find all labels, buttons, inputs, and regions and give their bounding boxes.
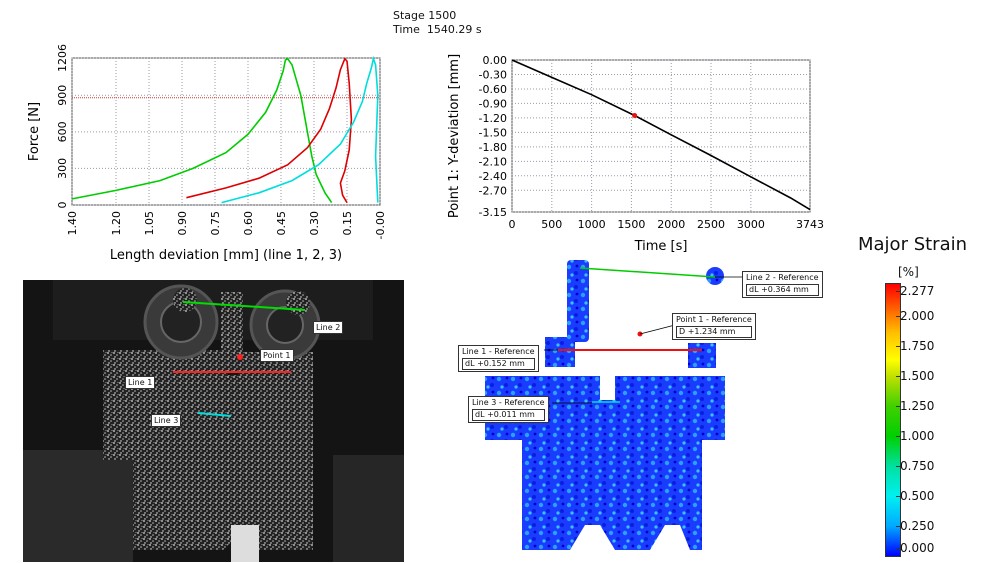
- series-line: [511, 59, 811, 211]
- line3-overlay: [197, 412, 232, 417]
- photo-label-line3: Line 3: [151, 414, 182, 427]
- x-tick-label: 0.30: [308, 211, 321, 236]
- y-tick-label: -1.20: [479, 112, 507, 125]
- strain-tag-line3-value: dL +0.011 mm: [472, 409, 545, 421]
- camera-image: [23, 280, 404, 562]
- strain-tag-point1-title: Point 1 - Reference: [676, 315, 752, 324]
- legend-tick: 1.250: [895, 399, 935, 413]
- y-tick-label: -0.90: [479, 97, 507, 110]
- y-tick-label: -2.70: [479, 184, 507, 197]
- y-deviation-chart: 0 500 1000 1500 2000 2500 3000 3743 0.00-0.30 -0.…: [447, 54, 824, 254]
- x-tick-label: 1.20: [110, 211, 123, 236]
- legend-tick: 0.000: [895, 541, 935, 555]
- series-line: [186, 57, 353, 204]
- x-tick-label: 0.45: [275, 211, 288, 236]
- y-tick-label: -3.15: [479, 206, 507, 219]
- legend-tick: 0.750: [895, 459, 935, 473]
- specimen: [103, 350, 313, 550]
- plot-area: [511, 59, 811, 213]
- y-tick-label: 0.00: [483, 54, 508, 67]
- y-tick-label: 0: [56, 202, 69, 209]
- x-tick-label: 0.75: [209, 211, 222, 236]
- photo-label-line2: Line 2: [313, 321, 344, 334]
- x-tick-label: 2500: [697, 218, 725, 231]
- legend-tick: 2.000: [895, 309, 935, 323]
- x-tick-label: 3743: [796, 218, 824, 231]
- x-tick-label: 1500: [617, 218, 645, 231]
- photo-label-line1: Line 1: [125, 376, 156, 389]
- legend-title: Major Strain: [858, 234, 968, 255]
- stage-label: Stage 1500: [393, 9, 457, 22]
- y-tick-label: -0.60: [479, 83, 507, 96]
- y-axis-label: Force [N]: [27, 102, 42, 161]
- legend-tick: 0.500: [895, 489, 935, 503]
- strain-tag-line1-title: Line 1 - Reference: [462, 347, 535, 356]
- x-tick-label: 1.05: [143, 211, 156, 236]
- stage-info: Stage 1500 Time 1540.29 s: [393, 9, 482, 37]
- x-tick-label: 0: [509, 218, 516, 231]
- strain-tag-line2-title: Line 2 - Reference: [746, 273, 819, 282]
- legend-unit: [%]: [898, 265, 919, 279]
- strain-tag-line1: Line 1 - Reference dL +0.152 mm: [458, 345, 539, 372]
- x-tick-label: 0.90: [176, 211, 189, 236]
- photo-label-point1: Point 1: [260, 349, 294, 362]
- x-tick-label: 500: [541, 218, 562, 231]
- legend-color-bar: [885, 283, 901, 557]
- y-tick-label: 300: [56, 158, 69, 179]
- x-tick-label: 2000: [657, 218, 685, 231]
- y-tick-label: 900: [56, 85, 69, 106]
- y-tick-label: -1.80: [479, 141, 507, 154]
- strain-line2: [579, 267, 716, 278]
- strain-tag-point1: Point 1 - Reference D +1.234 mm: [672, 313, 756, 340]
- legend-tick: 1.000: [895, 429, 935, 443]
- legend-tick: 0.250: [895, 519, 935, 533]
- x-axis-label: Length deviation [mm] (line 1, 2, 3): [110, 248, 342, 263]
- x-tick-label: 0.15: [341, 211, 354, 236]
- x-tick-label: 0.60: [242, 211, 255, 236]
- x-tick-label: 1000: [578, 218, 606, 231]
- y-tick-label: -1.50: [479, 126, 507, 139]
- strain-tag-line3: Line 3 - Reference dL +0.011 mm: [468, 396, 549, 423]
- x-tick-label: 3000: [737, 218, 765, 231]
- series-line: [221, 55, 379, 204]
- series-line: [71, 57, 333, 204]
- x-tick-label: 1.40: [66, 211, 79, 236]
- force-length-chart: 1.40 1.20 1.05 0.90 0.75 0.60 0.45 0.30 0.15 -0.0…: [27, 44, 387, 263]
- y-tick-label: -2.40: [479, 170, 507, 183]
- current-marker: [632, 112, 638, 118]
- y-tick-label: -2.10: [479, 155, 507, 168]
- y-tick-label: 600: [56, 121, 69, 142]
- support-pin: [231, 525, 259, 562]
- strain-tag-line2-value: dL +0.364 mm: [746, 284, 819, 296]
- y-axis-label: Point 1: Y-deviation [mm]: [447, 54, 462, 218]
- y-tick-label: 1206: [56, 44, 69, 72]
- y-tick-label: -0.30: [479, 68, 507, 81]
- strain-tag-line3-title: Line 3 - Reference: [472, 398, 545, 407]
- legend-tick: 1.500: [895, 369, 935, 383]
- camera-image-panel: Line 2 Point 1 Line 1 Line 3: [23, 280, 404, 562]
- strain-tag-line2: Line 2 - Reference dL +0.364 mm: [742, 271, 823, 298]
- line2-overlay: [182, 301, 306, 311]
- legend-tick: 2.277: [895, 284, 935, 298]
- legend-tick: 1.750: [895, 339, 935, 353]
- x-tick-label: -0.00: [374, 211, 387, 239]
- stage-time: Time 1540.29 s: [393, 23, 482, 36]
- x-axis-label: Time [s]: [634, 239, 688, 254]
- strain-tag-point1-value: D +1.234 mm: [676, 326, 752, 338]
- point1-marker: [237, 354, 243, 360]
- strain-tag-line1-value: dL +0.152 mm: [462, 358, 535, 370]
